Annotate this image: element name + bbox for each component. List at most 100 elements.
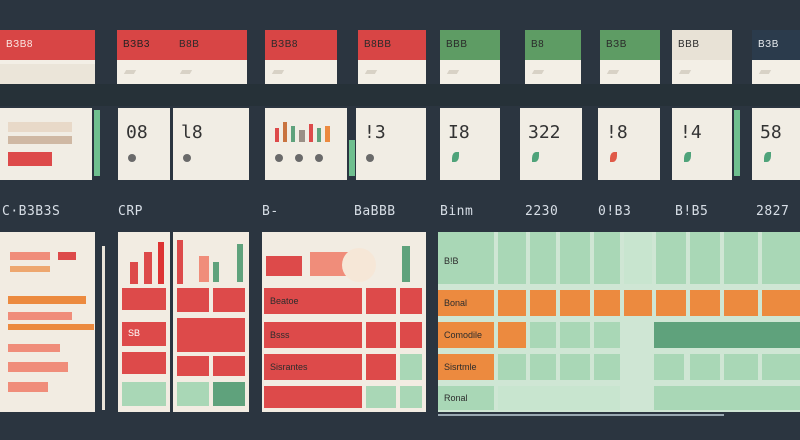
left-panel	[0, 232, 95, 412]
cell	[366, 386, 396, 408]
accent-bar	[734, 110, 740, 176]
tab-header: B8	[525, 30, 581, 60]
mini-bar	[158, 242, 164, 284]
stat-value: 322	[528, 122, 561, 143]
check-icon	[446, 70, 460, 74]
header-cell	[498, 232, 526, 284]
tab-header: B8B	[173, 30, 247, 60]
tab-header: BЗB	[752, 30, 800, 60]
row-label: Sisrantes	[270, 362, 308, 372]
cell	[724, 290, 758, 316]
row-label-cell: Sisrantes	[264, 354, 362, 380]
bar	[8, 324, 94, 330]
tab-card-8[interactable]: BЗB	[600, 30, 660, 84]
mini-bar	[130, 262, 138, 284]
tab-header: BЗB8	[0, 30, 95, 60]
section-label: B!B5	[675, 204, 709, 219]
stat-value: I8	[448, 122, 470, 143]
tab-card-6[interactable]: BBB	[440, 30, 500, 84]
mini-bar	[309, 124, 313, 142]
stat-card-left	[0, 108, 92, 180]
stat-value: l8	[181, 122, 203, 143]
cell-value: SB	[128, 328, 141, 338]
accent-bar	[94, 110, 100, 176]
cell	[654, 386, 800, 410]
tab-label: BBB	[678, 39, 700, 50]
cell	[498, 290, 526, 316]
row-label: Bonal	[444, 298, 468, 308]
bar	[8, 362, 68, 372]
mini-bar	[275, 128, 279, 142]
bar	[10, 252, 50, 260]
cell	[213, 288, 245, 312]
cell	[530, 354, 556, 380]
tab-label: B8BB	[364, 39, 392, 50]
stat-card: !4	[672, 108, 732, 180]
cell	[213, 382, 245, 406]
cell	[177, 356, 209, 376]
row-label-cell: Sisrtmle	[438, 354, 494, 380]
tab-header: BЗB3	[117, 30, 173, 60]
stat-value: !4	[680, 122, 702, 143]
mini-bar	[199, 256, 209, 282]
cell	[762, 354, 800, 380]
tab-card-7[interactable]: B8	[525, 30, 581, 84]
tab-header: BBB	[672, 30, 732, 60]
section-label: 0!BЗ	[598, 204, 632, 219]
cell	[122, 352, 166, 374]
cell	[624, 290, 652, 316]
tab-label: BЗB	[606, 39, 627, 50]
section-label: BaBBB	[354, 204, 396, 219]
row-label: Sisrtmle	[444, 362, 477, 372]
mini-bar	[325, 126, 330, 142]
section-label: 2230	[525, 204, 559, 219]
stat-card: 58	[752, 108, 800, 180]
cell	[122, 288, 166, 310]
stat-card: l8	[173, 108, 249, 180]
bullet-icon	[295, 154, 303, 162]
header-cell	[690, 232, 720, 284]
bar	[8, 122, 72, 132]
tab-label: BЗB8	[6, 39, 33, 50]
header-cell	[560, 232, 590, 284]
check-icon	[123, 70, 137, 74]
cell	[560, 354, 590, 380]
tab-card-5[interactable]: B8BB	[358, 30, 426, 84]
baseline	[438, 414, 724, 416]
cell	[762, 290, 800, 316]
cell	[366, 288, 396, 314]
cell	[594, 290, 620, 316]
row-label-cell: Comodile	[438, 322, 494, 348]
section-label: CRP	[118, 204, 143, 219]
tab-card-9[interactable]: BBB	[672, 30, 732, 84]
header-cell	[656, 232, 686, 284]
cell	[366, 322, 396, 348]
check-icon	[678, 70, 692, 74]
bar	[8, 296, 86, 304]
tab-card-4[interactable]: BЗB8	[265, 30, 337, 84]
stat-card: 322	[520, 108, 582, 180]
cell	[530, 322, 556, 348]
row-label-cell: Bonal	[438, 290, 494, 316]
tab-card-2[interactable]: BЗB3	[117, 30, 173, 84]
stat-value: !8	[606, 122, 628, 143]
grid-panel: B!B Bonal Comodile Sisrtmle Ronal	[438, 232, 800, 412]
cell	[122, 382, 166, 406]
cell	[400, 386, 422, 408]
stat-card: !3	[356, 108, 426, 180]
mini-bar	[299, 130, 305, 142]
leaf-icon	[684, 152, 691, 162]
bullet-icon	[275, 154, 283, 162]
row-label: Comodile	[444, 330, 483, 340]
stat-card-chart	[265, 108, 347, 180]
row-label-cell: Ronal	[438, 386, 494, 410]
cell	[724, 354, 758, 380]
tab-card-10[interactable]: BЗB	[752, 30, 800, 84]
bar	[8, 312, 72, 320]
row-label-cell: Bsss	[264, 322, 362, 348]
tab-card-3[interactable]: B8B	[173, 30, 247, 84]
bar	[8, 382, 48, 392]
tab-card-1[interactable]: BЗB8	[0, 30, 95, 88]
bar	[10, 266, 50, 272]
mini-bar	[266, 256, 302, 276]
